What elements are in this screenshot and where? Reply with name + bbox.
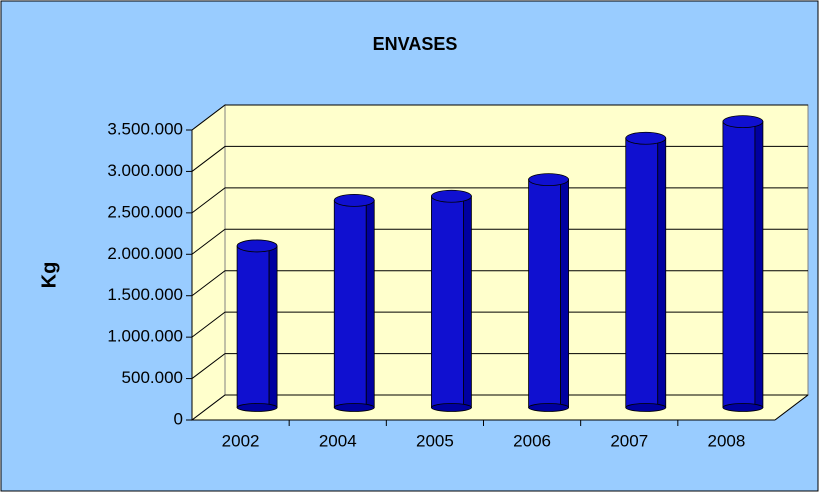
bar [333, 199, 367, 408]
bar-top [236, 239, 278, 253]
grid-line [191, 145, 808, 172]
bar-side [268, 245, 278, 408]
bar-bottom [722, 403, 764, 412]
bar [625, 137, 659, 408]
bar-bottom [431, 403, 472, 412]
bar-side [365, 199, 375, 408]
x-axis-depth [774, 394, 809, 421]
bar-top [431, 189, 472, 203]
x-tick-label: 2008 [708, 431, 746, 450]
bar-bottom [333, 403, 375, 412]
y-tick-label: 3.500.000 [107, 119, 183, 138]
back-wall [224, 104, 809, 396]
y-tick-label: 2.500.000 [107, 202, 183, 221]
x-tick-label: 2007 [610, 431, 648, 450]
bar-side [560, 179, 569, 408]
bar [722, 121, 756, 408]
bar [236, 245, 270, 408]
bar [528, 179, 561, 408]
side-wall [191, 103, 226, 422]
x-tick-label: 2002 [222, 431, 260, 450]
grid-line [191, 311, 808, 338]
y-tick-label: 0 [174, 409, 183, 428]
floor [190, 394, 810, 421]
bar-bottom [625, 403, 667, 412]
bar-side [754, 121, 764, 408]
bar-top [625, 131, 667, 145]
grid-line [191, 394, 808, 421]
x-tick-label: 2004 [319, 431, 357, 450]
bar-top [528, 173, 569, 187]
y-tick-label: 2.000.000 [107, 244, 183, 263]
y-tick-label: 1.500.000 [107, 285, 183, 304]
bar-side [657, 137, 667, 408]
bar-bottom [528, 403, 569, 412]
grid-line [191, 353, 808, 379]
grid-line [191, 270, 808, 297]
grid-line [191, 228, 808, 255]
y-tick-label: 1.000.000 [107, 327, 183, 346]
bar [431, 195, 464, 408]
grid-line [191, 187, 808, 214]
bar-top [722, 115, 764, 129]
bar-side [463, 195, 472, 408]
chart-title: ENVASES [373, 34, 458, 54]
bar-top [333, 193, 375, 207]
y-tick-label: 500.000 [122, 368, 183, 387]
y-tick-label: 3.000.000 [107, 161, 183, 180]
x-tick-label: 2006 [513, 431, 551, 450]
y-axis-label: Kg [38, 262, 60, 289]
grid-line [191, 104, 808, 131]
x-tick-label: 2005 [416, 431, 454, 450]
bar-bottom [236, 403, 278, 412]
